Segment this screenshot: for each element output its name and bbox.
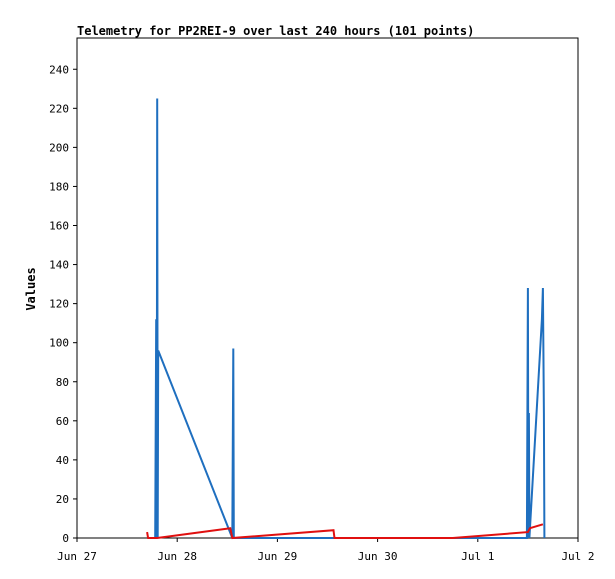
series-group xyxy=(146,98,546,540)
y-tick-label: 220 xyxy=(49,102,69,115)
y-tick-label: 160 xyxy=(49,220,69,233)
series-line-2 xyxy=(146,523,544,540)
plot-frame xyxy=(76,37,579,539)
y-tick-label: 20 xyxy=(56,493,69,506)
y-tick-label: 80 xyxy=(56,376,69,389)
x-tick-label: Jun 30 xyxy=(358,550,398,563)
x-tick-label: Jun 28 xyxy=(157,550,197,563)
x-tick-label: Jun 29 xyxy=(258,550,298,563)
x-tick-label: Jul 2 xyxy=(561,550,594,563)
y-tick-label: 180 xyxy=(49,180,69,193)
chart-title: Telemetry for PP2REI-9 over last 240 hou… xyxy=(77,24,474,38)
y-tick-label: 140 xyxy=(49,259,69,272)
x-tick-label: Jul 1 xyxy=(461,550,494,563)
y-tick-label: 60 xyxy=(56,415,69,428)
y-axis: 0 20 40 60 80 100 120 140 160 180 200 220 240 xyxy=(49,63,77,545)
y-tick-label: 120 xyxy=(49,298,69,311)
y-tick-label: 100 xyxy=(49,337,69,350)
y-tick-label: 200 xyxy=(49,141,69,154)
x-tick-label: Jun 27 xyxy=(57,550,97,563)
y-tick-label: 40 xyxy=(56,454,69,467)
y-tick-label: 240 xyxy=(49,63,69,76)
y-axis-label: Values xyxy=(24,267,38,310)
y-tick-label: 0 xyxy=(62,532,69,545)
x-axis: Jun 27 Jun 28 Jun 29 Jun 30 Jul 1 Jul 2 xyxy=(57,538,595,563)
